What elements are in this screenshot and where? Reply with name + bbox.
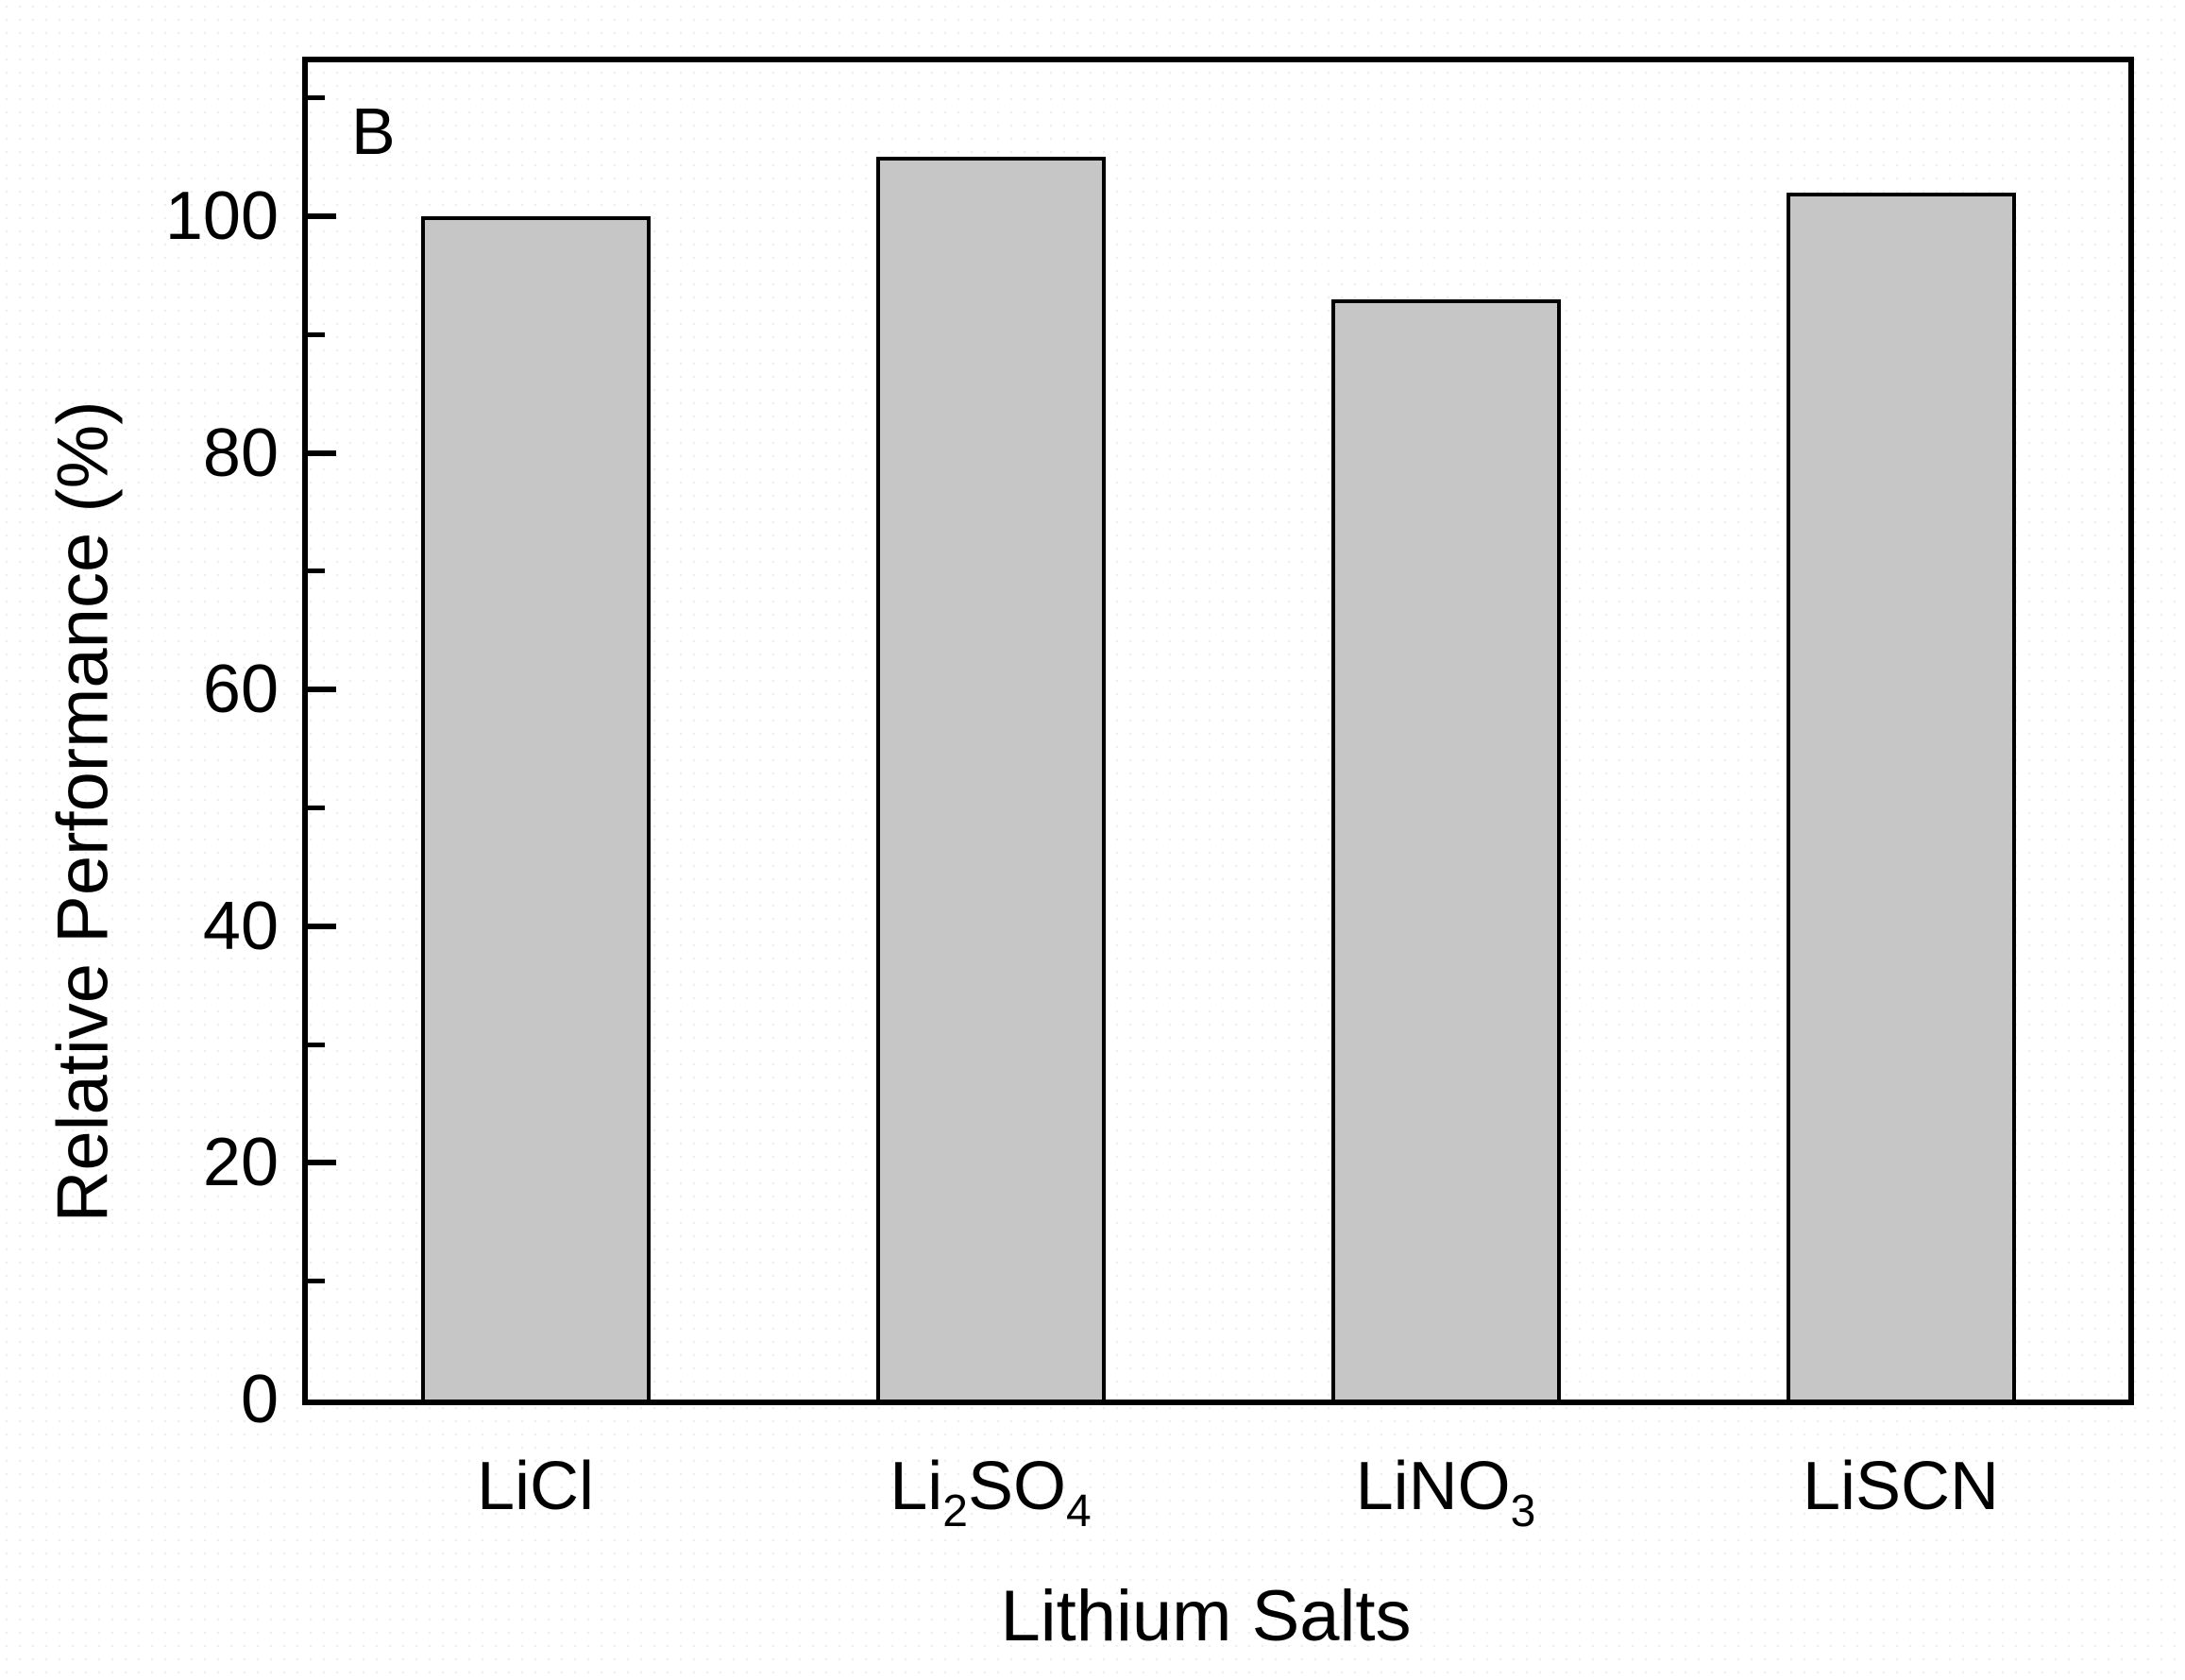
bar-licl (421, 216, 651, 1400)
y-tick-label: 0 (240, 1362, 279, 1437)
x-category-label-liscn: LiSCN (1803, 1452, 1999, 1520)
subscript: 2 (942, 1486, 969, 1536)
x-category-label-li2so4: Li2SO4 (889, 1452, 1091, 1535)
x-category-label-licl: LiCl (477, 1452, 594, 1520)
y-minor-tick (308, 95, 325, 100)
y-minor-tick (308, 1043, 325, 1047)
x-axis-title: Lithium Salts (1000, 1576, 1412, 1656)
bar-liscn (1787, 193, 2016, 1400)
subscript: 4 (1066, 1486, 1092, 1536)
y-major-tick (308, 687, 336, 692)
y-major-tick (308, 924, 336, 929)
y-tick-label: 20 (202, 1125, 279, 1200)
y-major-tick (308, 213, 336, 219)
x-category-label-lino3: LiNO3 (1356, 1452, 1536, 1535)
bar-lino3 (1331, 299, 1561, 1400)
label-text: SO (968, 1449, 1067, 1524)
y-tick-label: 80 (202, 416, 279, 491)
label-text: LiCl (476, 1449, 595, 1524)
y-minor-tick (308, 332, 325, 337)
label-text: LiNO (1355, 1449, 1511, 1524)
plot-frame (302, 57, 2134, 1405)
y-axis-title: Relative Performance (%) (42, 400, 124, 1223)
label-text: LiSCN (1802, 1449, 2000, 1524)
y-tick-label: 40 (202, 889, 279, 964)
panel-label: B (351, 94, 396, 168)
y-major-tick (308, 1160, 336, 1165)
subscript: 3 (1510, 1486, 1536, 1536)
y-minor-tick (308, 806, 325, 810)
y-minor-tick (308, 1279, 325, 1283)
y-tick-label: 60 (202, 652, 279, 727)
y-tick-label: 100 (164, 178, 279, 254)
label-text: Li (889, 1449, 943, 1524)
y-minor-tick (308, 568, 325, 573)
y-major-tick (308, 450, 336, 456)
bar-li2so4 (876, 157, 1106, 1400)
